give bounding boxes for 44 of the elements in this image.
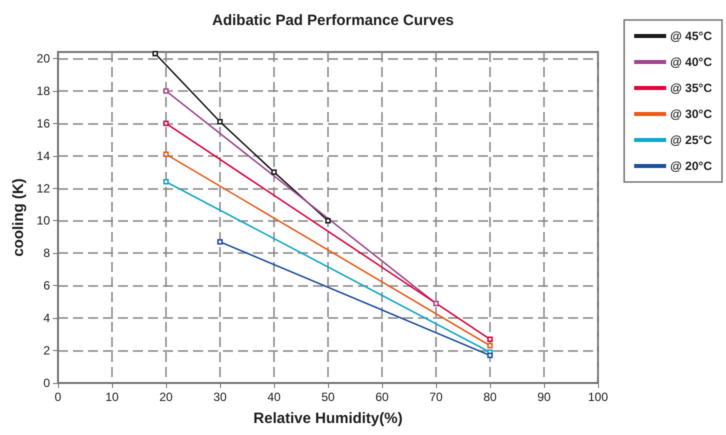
x-tick-label: 60 [375, 390, 389, 404]
point [433, 300, 439, 306]
point [163, 151, 169, 157]
point [487, 336, 493, 342]
x-tick-label: 10 [105, 390, 119, 404]
y-tick-label: 2 [43, 344, 50, 358]
point [163, 179, 169, 185]
chart-title: Adibatic Pad Performance Curves [212, 12, 454, 29]
y-tick-label: 8 [43, 246, 50, 260]
y-tick-label: 6 [43, 278, 50, 293]
legend-label: @ 25°C [670, 133, 712, 147]
x-tick-label: 50 [321, 390, 335, 404]
legend-label: @ 20°C [670, 159, 712, 173]
point [325, 218, 331, 224]
x-tick-label: 70 [429, 390, 443, 404]
point [271, 169, 277, 175]
x-tick-label: 100 [588, 390, 608, 404]
legend-label: @ 40°C [670, 55, 712, 69]
x-axis-title: Relative Humidity(%) [253, 410, 403, 427]
point [487, 342, 493, 348]
y-tick-label: 14 [36, 148, 50, 163]
x-tick-label: 20 [159, 390, 173, 404]
y-tick-label: 20 [36, 51, 50, 66]
point [217, 239, 223, 245]
y-tick-label: 0 [43, 376, 50, 390]
x-tick-label: 80 [483, 390, 497, 404]
legend-label: @ 35°C [670, 81, 712, 95]
y-tick-label: 10 [36, 214, 50, 228]
legend-label: @ 45°C [670, 29, 712, 43]
x-tick-label: 40 [267, 390, 281, 404]
point [217, 119, 223, 125]
x-tick-label: 90 [537, 390, 551, 404]
y-tick-label: 4 [43, 311, 50, 326]
point [163, 88, 169, 94]
point [163, 120, 169, 126]
x-tick-label: 0 [54, 390, 62, 404]
point [152, 50, 158, 56]
y-tick-label: 12 [36, 181, 50, 196]
y-tick-label: 16 [36, 116, 50, 130]
y-tick-label: 18 [36, 84, 50, 98]
y-axis-title: cooling (K) [10, 178, 27, 257]
legend-label: @ 30°C [670, 107, 712, 121]
x-tick-label: 30 [213, 390, 227, 404]
point [487, 352, 493, 358]
